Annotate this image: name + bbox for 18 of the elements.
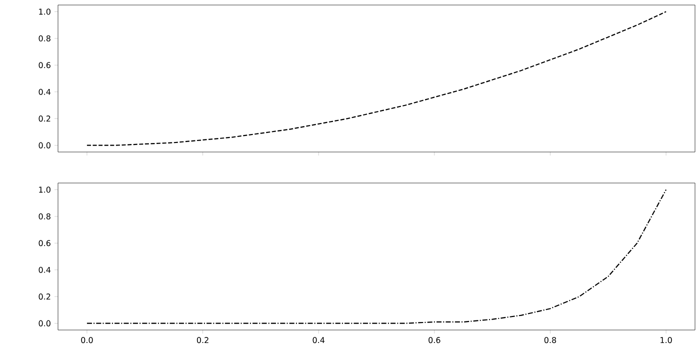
x-tick-label: 0.8 xyxy=(544,337,556,344)
y-tick-label: 0.4 xyxy=(38,88,51,95)
x-tick-label: 0.0 xyxy=(81,337,93,344)
x-tick-label: 0.2 xyxy=(196,337,208,344)
y-tick-label: 0.8 xyxy=(38,35,50,42)
y-tick-label: 1.0 xyxy=(39,186,50,193)
y-tick-label: 0.2 xyxy=(38,294,50,300)
x-tick-label: 1.0 xyxy=(660,337,672,344)
x-tick-label: 0.6 xyxy=(428,337,440,344)
y-tick-label: 0.8 xyxy=(38,213,50,220)
y-tick-label: 0.4 xyxy=(38,266,51,273)
y-tick-label: 0.0 xyxy=(38,142,50,148)
y-tick-label: 0.0 xyxy=(38,320,50,326)
x-tick-label: 0.4 xyxy=(312,337,325,344)
y-tick-label: 0.6 xyxy=(38,240,50,246)
y-tick-label: 0.6 xyxy=(38,62,50,68)
y-tick-label: 0.2 xyxy=(38,116,50,122)
y-tick-label: 1.0 xyxy=(39,8,50,15)
